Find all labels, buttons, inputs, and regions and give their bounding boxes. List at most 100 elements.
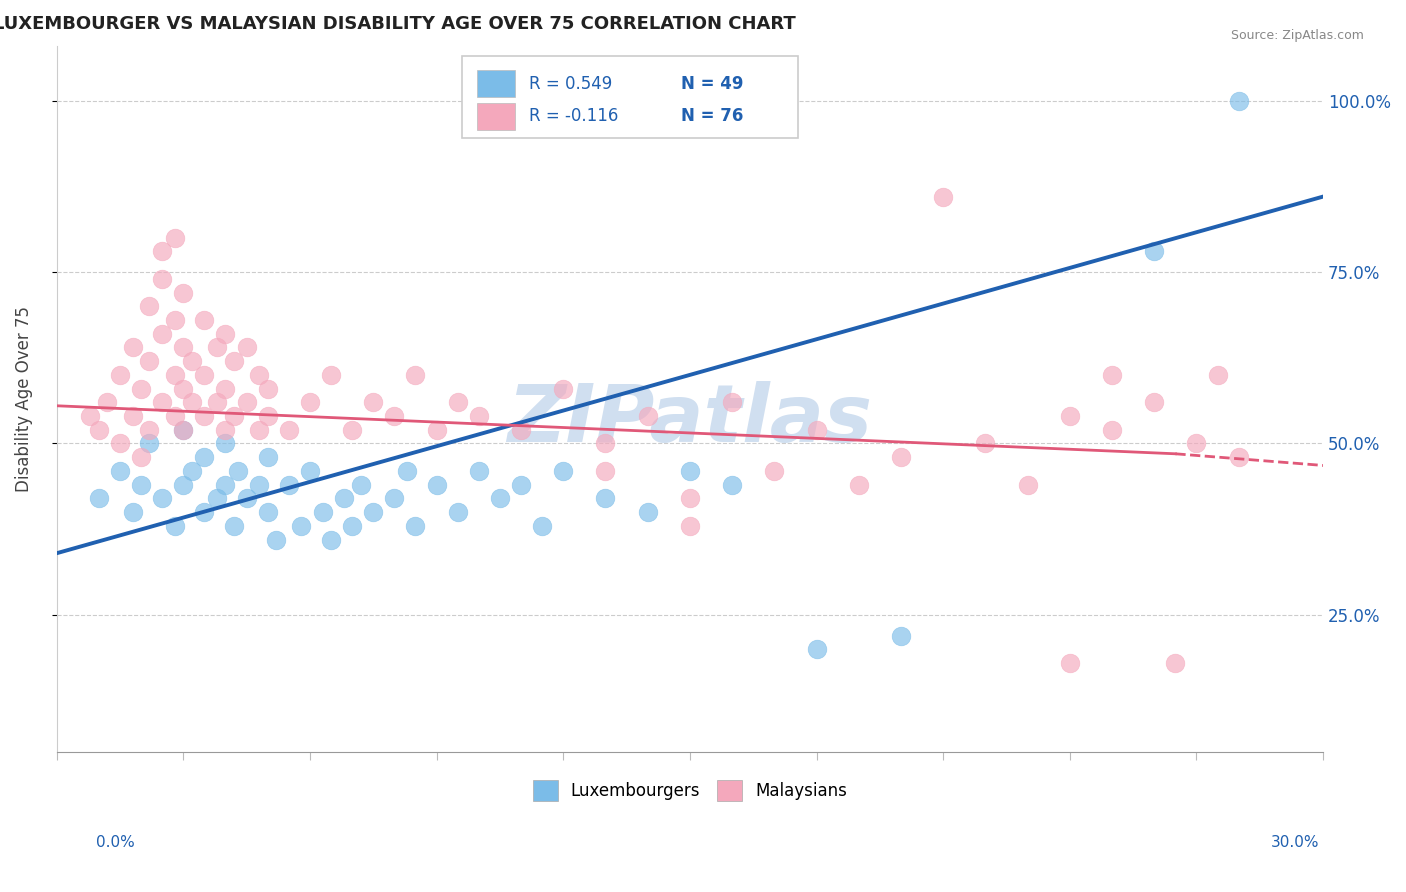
Point xyxy=(193,313,215,327)
Point xyxy=(510,477,533,491)
Point xyxy=(679,491,702,506)
Point xyxy=(531,518,554,533)
Point xyxy=(382,491,405,506)
Point xyxy=(226,464,249,478)
Point xyxy=(595,436,617,450)
Point xyxy=(319,368,342,382)
Point xyxy=(848,477,870,491)
Point xyxy=(138,436,160,450)
Point xyxy=(172,477,194,491)
Point xyxy=(108,368,131,382)
Point xyxy=(108,436,131,450)
Point xyxy=(222,518,245,533)
Point xyxy=(311,505,333,519)
Point xyxy=(806,423,828,437)
Point xyxy=(205,395,228,409)
FancyBboxPatch shape xyxy=(463,56,797,137)
Point xyxy=(150,326,173,341)
Point xyxy=(510,423,533,437)
Point xyxy=(205,341,228,355)
Point xyxy=(180,464,202,478)
Point xyxy=(193,409,215,423)
Point xyxy=(489,491,512,506)
Point xyxy=(637,505,659,519)
Text: LUXEMBOURGER VS MALAYSIAN DISABILITY AGE OVER 75 CORRELATION CHART: LUXEMBOURGER VS MALAYSIAN DISABILITY AGE… xyxy=(0,15,796,33)
Point xyxy=(1059,656,1081,670)
Point xyxy=(214,436,236,450)
Point xyxy=(163,518,186,533)
Point xyxy=(1101,368,1123,382)
Point xyxy=(180,354,202,368)
Y-axis label: Disability Age Over 75: Disability Age Over 75 xyxy=(15,306,32,491)
Point xyxy=(214,423,236,437)
Point xyxy=(468,409,491,423)
Point xyxy=(595,464,617,478)
Text: Source: ZipAtlas.com: Source: ZipAtlas.com xyxy=(1230,29,1364,42)
Point xyxy=(264,533,287,547)
Point xyxy=(214,477,236,491)
Point xyxy=(595,491,617,506)
Point xyxy=(247,477,270,491)
Point xyxy=(1227,450,1250,465)
Point xyxy=(340,423,363,437)
Point xyxy=(96,395,118,409)
Text: R = -0.116: R = -0.116 xyxy=(529,107,619,125)
Point xyxy=(172,382,194,396)
Point xyxy=(108,464,131,478)
Point xyxy=(468,464,491,478)
Point xyxy=(553,464,575,478)
Point xyxy=(553,382,575,396)
Point xyxy=(361,505,384,519)
Point xyxy=(404,368,426,382)
Point xyxy=(79,409,101,423)
Point xyxy=(1101,423,1123,437)
Point xyxy=(679,518,702,533)
Point xyxy=(256,505,278,519)
FancyBboxPatch shape xyxy=(477,103,515,129)
Point xyxy=(1227,94,1250,108)
Point xyxy=(340,518,363,533)
Point xyxy=(1143,244,1166,259)
Point xyxy=(172,285,194,300)
Point xyxy=(319,533,342,547)
Point xyxy=(172,341,194,355)
Point xyxy=(214,326,236,341)
Point xyxy=(298,464,321,478)
Point xyxy=(404,518,426,533)
Point xyxy=(121,505,143,519)
Point xyxy=(235,491,257,506)
Point xyxy=(235,395,257,409)
Point xyxy=(395,464,418,478)
Point xyxy=(121,341,143,355)
Legend: Luxembourgers, Malaysians: Luxembourgers, Malaysians xyxy=(526,773,853,807)
Point xyxy=(763,464,786,478)
Point xyxy=(256,382,278,396)
Point xyxy=(298,395,321,409)
Point xyxy=(163,368,186,382)
Point xyxy=(256,409,278,423)
Point xyxy=(447,395,470,409)
Point xyxy=(129,477,152,491)
Point xyxy=(277,477,299,491)
Point xyxy=(1017,477,1039,491)
Point xyxy=(679,464,702,478)
Point xyxy=(932,189,955,203)
Text: N = 76: N = 76 xyxy=(681,107,744,125)
Point xyxy=(382,409,405,423)
Point xyxy=(1059,409,1081,423)
Point xyxy=(721,395,744,409)
FancyBboxPatch shape xyxy=(477,70,515,97)
Point xyxy=(205,491,228,506)
Point xyxy=(121,409,143,423)
Point xyxy=(87,491,110,506)
Point xyxy=(150,272,173,286)
Point xyxy=(222,354,245,368)
Point xyxy=(349,477,371,491)
Point xyxy=(163,409,186,423)
Point xyxy=(806,642,828,657)
Point xyxy=(447,505,470,519)
Point xyxy=(277,423,299,437)
Point xyxy=(256,450,278,465)
Point xyxy=(426,423,449,437)
Point xyxy=(150,395,173,409)
